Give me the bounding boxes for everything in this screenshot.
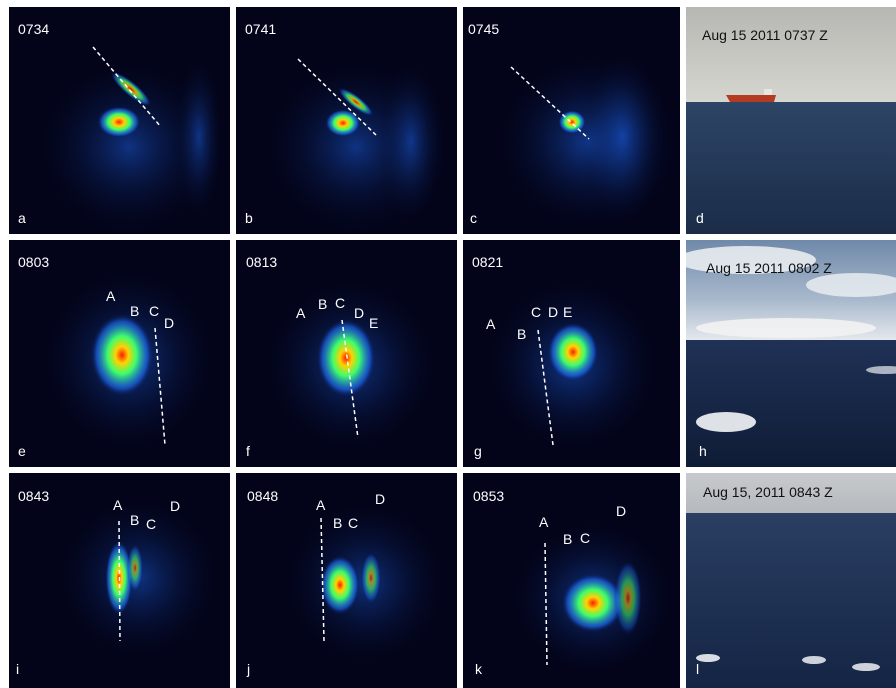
panel-time: 0843 — [18, 488, 50, 504]
panel-time: 0741 — [245, 21, 277, 37]
marker-a: A — [486, 316, 496, 332]
marker-b: B — [517, 326, 527, 342]
marker-d: D — [354, 305, 365, 321]
panel-letter: c — [470, 210, 477, 226]
marker-e: E — [563, 304, 573, 320]
panel-letter: e — [18, 443, 26, 459]
radar-image — [463, 240, 680, 467]
panel-letter: f — [246, 443, 250, 459]
radar-image — [463, 473, 680, 688]
marker-c: C — [335, 295, 346, 311]
marker-b: B — [333, 515, 343, 531]
marker-b: B — [318, 296, 328, 312]
marker-b: B — [130, 512, 140, 528]
marker-a: A — [113, 497, 123, 513]
radar-image — [236, 473, 457, 688]
panel-time: 0803 — [18, 254, 50, 270]
ocean-photo — [686, 240, 896, 467]
ocean-photo — [686, 7, 896, 234]
radar-panel-k: 0853 A B C D k — [463, 473, 680, 688]
marker-b: B — [563, 531, 573, 547]
panel-time: 0813 — [246, 254, 278, 270]
panel-letter: j — [247, 661, 251, 677]
panel-time: 0848 — [247, 488, 279, 504]
marker-d: D — [375, 491, 386, 507]
radar-panel-j: 0848 A B C D j — [236, 473, 457, 688]
marker-d: D — [616, 503, 627, 519]
panel-letter: b — [245, 210, 253, 226]
radar-image — [236, 7, 457, 234]
radar-panel-f: 0813 A B C D E f — [236, 240, 457, 467]
photo-panel-l: Aug 15, 2011 0843 Z l — [686, 473, 896, 688]
radar-image — [9, 240, 230, 467]
radar-image — [236, 240, 457, 467]
photo-caption: Aug 15 2011 0802 Z — [706, 260, 832, 276]
radar-panel-c: 0745 c — [463, 7, 680, 234]
panel-time: 0821 — [472, 254, 504, 270]
marker-a: A — [296, 305, 306, 321]
panel-letter: d — [696, 210, 704, 226]
panel-letter: k — [475, 661, 482, 677]
panel-time: 0853 — [473, 488, 505, 504]
radar-panel-e: 0803 A B C D e — [9, 240, 230, 467]
marker-c: C — [146, 516, 157, 532]
panel-time: 0745 — [468, 21, 500, 37]
photo-caption: Aug 15, 2011 0843 Z — [703, 484, 833, 500]
radar-image — [9, 7, 230, 234]
radar-panel-b: 0741 b — [236, 7, 457, 234]
photo-panel-h: Aug 15 2011 0802 Z h — [686, 240, 896, 467]
marker-d: D — [548, 304, 559, 320]
marker-a: A — [316, 497, 326, 513]
panel-letter: a — [18, 210, 26, 226]
marker-c: C — [580, 530, 591, 546]
marker-a: A — [539, 514, 549, 530]
radar-panel-g: 0821 A B C D E g — [463, 240, 680, 467]
marker-c: C — [149, 303, 160, 319]
ship-icon — [726, 95, 776, 102]
marker-b: B — [130, 303, 140, 319]
marker-d: D — [164, 315, 175, 331]
photo-caption: Aug 15 2011 0737 Z — [702, 27, 828, 43]
radar-panel-a: 0734 a — [9, 7, 230, 234]
radar-image — [463, 7, 680, 234]
panel-letter: i — [16, 661, 20, 677]
panel-time: 0734 — [18, 21, 50, 37]
panel-letter: g — [474, 443, 482, 459]
marker-d: D — [170, 498, 181, 514]
radar-image — [9, 473, 230, 688]
photo-panel-d: Aug 15 2011 0737 Z d — [686, 7, 896, 234]
marker-a: A — [106, 288, 116, 304]
marker-e: E — [369, 315, 379, 331]
panel-letter: l — [696, 661, 700, 677]
marker-c: C — [531, 304, 542, 320]
ocean-photo — [686, 473, 896, 688]
radar-panel-i: 0843 A B C D i — [9, 473, 230, 688]
marker-c: C — [348, 515, 359, 531]
panel-letter: h — [699, 443, 707, 459]
